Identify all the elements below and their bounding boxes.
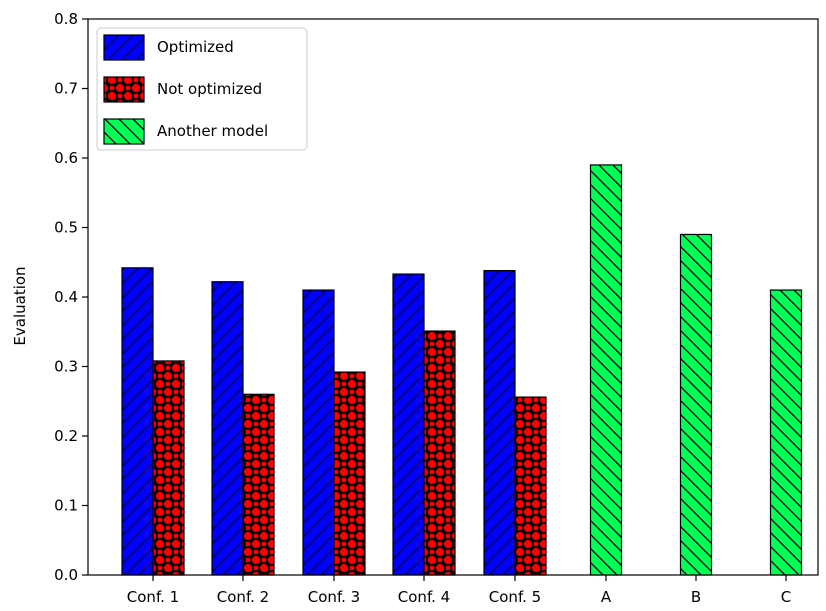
x-tick-label: Conf. 1 xyxy=(127,588,179,606)
bar-optimized-conf-2 xyxy=(211,281,244,576)
x-tick-label: Conf. 3 xyxy=(308,588,360,606)
legend: Optimized Not optimized Another model xyxy=(96,27,308,151)
bar-optimized-conf-5 xyxy=(483,269,516,576)
bar-not-optimized-conf-2 xyxy=(242,393,275,576)
y-tick-label: 0.7 xyxy=(54,80,78,98)
bar-another-model-a xyxy=(589,164,623,576)
legend-item-optimized: Optimized xyxy=(103,34,234,61)
bar-not-optimized-conf-1 xyxy=(152,360,185,576)
bar-not-optimized-conf-4 xyxy=(423,330,456,576)
bar-another-model-c xyxy=(769,289,803,576)
x-tick-label: Conf. 5 xyxy=(489,588,541,606)
y-axis-label: Evaluation xyxy=(11,266,29,345)
legend-label: Another model xyxy=(157,122,268,140)
x-tick-label: Conf. 2 xyxy=(217,588,269,606)
bar-optimized-conf-1 xyxy=(121,267,154,576)
bar-optimized-conf-4 xyxy=(392,273,425,576)
legend-item-another-model: Another model xyxy=(103,118,268,145)
x-tick-label: A xyxy=(601,588,612,606)
bar-not-optimized-conf-5 xyxy=(514,396,547,576)
x-tick-label: Conf. 4 xyxy=(398,588,450,606)
y-tick-label: 0.2 xyxy=(54,427,78,445)
y-tick-label: 0.0 xyxy=(54,566,78,584)
y-tick-label: 0.8 xyxy=(54,10,78,28)
legend-label: Optimized xyxy=(157,38,234,56)
x-tick-label: B xyxy=(691,588,701,606)
bar-optimized-conf-3 xyxy=(302,289,335,576)
legend-frame xyxy=(96,27,308,151)
axes-layer: 0.0 0.1 0.2 0.3 0.4 0.5 0.6 0.7 0.8 Conf. 1 Conf. … xyxy=(54,10,819,606)
y-tick-label: 0.3 xyxy=(54,358,78,376)
x-tick-label: C xyxy=(781,588,791,606)
bars-layer xyxy=(121,164,803,576)
legend-label: Not optimized xyxy=(157,80,262,98)
y-tick-label: 0.6 xyxy=(54,149,78,167)
y-tick-label: 0.4 xyxy=(54,288,78,306)
y-tick-label: 0.1 xyxy=(54,497,78,515)
y-tick-label: 0.5 xyxy=(54,219,78,237)
bar-not-optimized-conf-3 xyxy=(333,371,366,576)
legend-item-not-optimized: Not optimized xyxy=(103,76,262,103)
bar-another-model-b xyxy=(679,233,713,576)
